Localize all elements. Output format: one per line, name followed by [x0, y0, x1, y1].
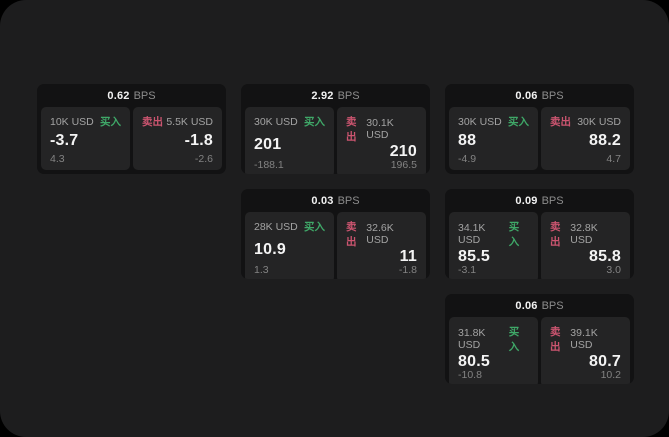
sell-amount: 30.1K USD	[366, 117, 394, 141]
buy-price: 88	[458, 132, 477, 150]
sell-price: 11	[399, 248, 417, 265]
sell-panel[interactable]: 卖出 5.5K USD -1.8 -2.6	[133, 107, 222, 170]
buy-amount: 30K USD	[254, 115, 298, 128]
bps-header: 2.92 BPS	[241, 84, 430, 107]
buy-amount: 10K USD	[50, 115, 94, 128]
sell-delta: 10.2	[600, 369, 621, 381]
buy-delta: 1.3	[254, 264, 269, 276]
sell-delta: -1.8	[398, 264, 417, 276]
sell-amount: 5.5K USD	[166, 115, 213, 128]
buy-panel[interactable]: 28K USD 买入 10.9 1.3	[245, 212, 334, 279]
buy-label: 买入	[508, 221, 520, 248]
buy-delta: -188.1	[254, 159, 284, 171]
sell-label: 卖出	[142, 116, 163, 128]
sell-label: 卖出	[550, 326, 561, 353]
bps-header: 0.03 BPS	[241, 189, 430, 212]
bps-unit-label: BPS	[541, 89, 564, 102]
sell-panel[interactable]: 卖出 32.6K USD 11 -1.8	[337, 212, 426, 279]
buy-label: 买入	[508, 326, 520, 353]
sell-panel[interactable]: 卖出 30K USD 88.2 4.7	[541, 107, 630, 170]
sell-delta: -2.6	[194, 152, 213, 165]
buy-panel[interactable]: 30K USD 买入 201 -188.1	[245, 107, 334, 174]
bps-header: 0.62 BPS	[37, 84, 226, 107]
sell-amount: 39.1K USD	[570, 327, 598, 351]
bps-unit-label: BPS	[541, 299, 564, 312]
buy-label: 买入	[100, 116, 121, 128]
sell-price: 210	[389, 143, 417, 160]
buy-price: 85.5	[458, 248, 490, 265]
buy-label: 买入	[304, 221, 325, 233]
buy-label: 买入	[304, 116, 325, 128]
bps-unit-label: BPS	[337, 89, 360, 102]
quote-card: 0.09 BPS 34.1K USD 买入 85.5 -3.1 卖出 32.8K…	[445, 189, 634, 279]
buy-panel[interactable]: 31.8K USD 买入 80.5 -10.8	[449, 317, 538, 384]
buy-price: 10.9	[254, 240, 286, 258]
buy-delta: 4.3	[50, 152, 65, 165]
bps-value: 0.03	[311, 194, 334, 207]
bps-header: 0.09 BPS	[445, 189, 634, 212]
sell-label: 卖出	[550, 116, 571, 128]
buy-panel[interactable]: 10K USD 买入 -3.7 4.3	[41, 107, 130, 170]
sell-price: 80.7	[589, 353, 621, 370]
sell-amount: 32.6K USD	[366, 222, 394, 246]
bps-value: 2.92	[311, 89, 334, 102]
sell-amount: 32.8K USD	[570, 222, 598, 246]
buy-price: -3.7	[50, 132, 79, 150]
buy-price: 201	[254, 135, 282, 153]
sell-panel[interactable]: 卖出 32.8K USD 85.8 3.0	[541, 212, 630, 279]
bps-unit-label: BPS	[541, 194, 564, 207]
buy-panel[interactable]: 34.1K USD 买入 85.5 -3.1	[449, 212, 538, 279]
buy-delta: -10.8	[458, 369, 482, 381]
buy-price: 80.5	[458, 353, 490, 370]
bps-unit-label: BPS	[337, 194, 360, 207]
buy-amount: 31.8K USD	[458, 327, 486, 351]
buy-amount: 28K USD	[254, 220, 298, 233]
buy-delta: -3.1	[458, 264, 477, 276]
buy-amount: 30K USD	[458, 115, 502, 128]
sell-panel[interactable]: 卖出 39.1K USD 80.7 10.2	[541, 317, 630, 384]
sell-label: 卖出	[346, 116, 357, 143]
bps-value: 0.06	[515, 299, 538, 312]
sell-amount: 30K USD	[577, 115, 621, 128]
buy-label: 买入	[508, 116, 529, 128]
sell-price: 88.2	[589, 132, 621, 150]
quote-card: 2.92 BPS 30K USD 买入 201 -188.1 卖出 30.1K …	[241, 84, 430, 174]
sell-label: 卖出	[346, 221, 357, 248]
quote-card: 0.06 BPS 31.8K USD 买入 80.5 -10.8 卖出 39.1…	[445, 294, 634, 384]
bps-unit-label: BPS	[133, 89, 156, 102]
sell-delta: 196.5	[390, 159, 417, 171]
sell-panel[interactable]: 卖出 30.1K USD 210 196.5	[337, 107, 426, 174]
buy-amount: 34.1K USD	[458, 222, 486, 246]
quote-card-grid: 0.62 BPS 10K USD 买入 -3.7 4.3 卖出 5.5K USD	[37, 84, 634, 384]
quote-card: 0.62 BPS 10K USD 买入 -3.7 4.3 卖出 5.5K USD	[37, 84, 226, 174]
bps-value: 0.06	[515, 89, 538, 102]
quote-card: 0.06 BPS 30K USD 买入 88 -4.9 卖出 30K USD	[445, 84, 634, 174]
buy-panel[interactable]: 30K USD 买入 88 -4.9	[449, 107, 538, 170]
bps-value: 0.09	[515, 194, 538, 207]
sell-delta: 4.7	[606, 152, 621, 165]
buy-delta: -4.9	[458, 152, 477, 165]
bps-header: 0.06 BPS	[445, 294, 634, 317]
sell-delta: 3.0	[606, 264, 621, 276]
bps-header: 0.06 BPS	[445, 84, 634, 107]
bps-value: 0.62	[107, 89, 130, 102]
sell-label: 卖出	[550, 221, 561, 248]
quote-card: 0.03 BPS 28K USD 买入 10.9 1.3 卖出 32.6K US…	[241, 189, 430, 279]
sell-price: -1.8	[184, 132, 213, 150]
sell-price: 85.8	[589, 248, 621, 265]
